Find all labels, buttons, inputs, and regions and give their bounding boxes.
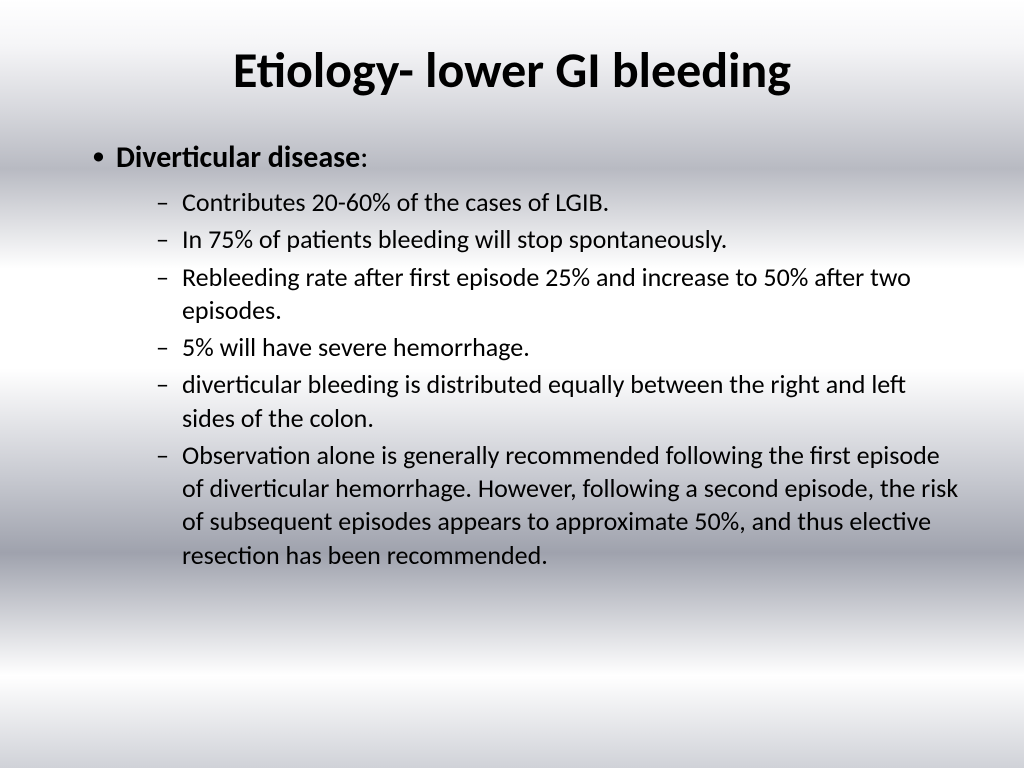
sub-bullet-item: Observation alone is generally recommend… — [152, 439, 964, 572]
sub-bullet-item: Rebleeding rate after first episode 25% … — [152, 261, 964, 328]
slide-content: Diverticular disease: Contributes 20-60%… — [60, 139, 964, 572]
sub-bullet-item: 5% will have severe hemorrhage. — [152, 331, 964, 364]
sub-bullet-item: Contributes 20-60% of the cases of LGIB. — [152, 186, 964, 219]
sub-bullet-item: diverticular bleeding is distributed equ… — [152, 368, 964, 435]
bullet-list-level1: Diverticular disease: Contributes 20-60%… — [80, 139, 964, 572]
slide-container: Etiology- lower GI bleeding Diverticular… — [0, 0, 1024, 768]
bullet-heading-item: Diverticular disease: Contributes 20-60%… — [80, 139, 964, 572]
slide-title: Etiology- lower GI bleeding — [60, 40, 964, 101]
sub-bullet-item: In 75% of patients bleeding will stop sp… — [152, 223, 964, 256]
bullet-heading-colon: : — [360, 139, 368, 176]
bullet-heading-text: Diverticular disease — [116, 139, 360, 176]
bullet-list-level2: Contributes 20-60% of the cases of LGIB.… — [116, 186, 964, 572]
